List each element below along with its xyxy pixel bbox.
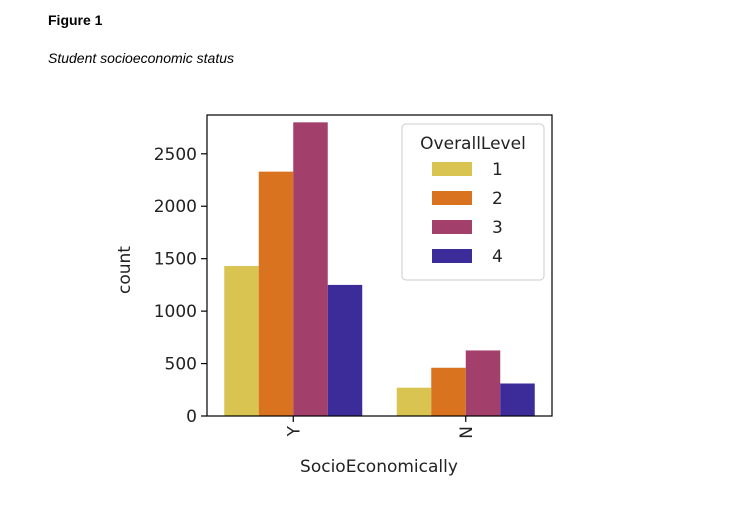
figure-label: Figure 1 <box>48 12 103 28</box>
bar-Y-level-1 <box>224 266 259 416</box>
y-tick-label: 0 <box>186 407 197 427</box>
y-axis: 0 500 1000 1500 2000 2500 <box>154 145 207 427</box>
x-axis-label: SocioEconomically <box>300 457 458 477</box>
figure-caption: Student socioeconomic status <box>48 50 234 66</box>
bar-N-level-3 <box>465 350 501 416</box>
bar-N-level-4 <box>500 383 535 416</box>
legend: OverallLevel 1 2 3 4 <box>401 123 545 281</box>
legend-swatch-level-1 <box>432 162 472 176</box>
bar-N-level-1 <box>396 387 432 416</box>
y-axis-label: count <box>115 246 135 294</box>
legend-items: 1 2 3 4 <box>432 160 503 267</box>
legend-title: OverallLevel <box>420 134 526 154</box>
y-tick-label: 1000 <box>154 302 197 322</box>
bar-Y-level-2 <box>258 171 294 416</box>
bar-Y-level-4 <box>327 284 363 416</box>
y-tick-label: 2000 <box>154 197 197 217</box>
bars-group <box>224 122 535 416</box>
y-tick-label: 1500 <box>154 250 197 270</box>
plot-frame <box>206 114 553 417</box>
bar-Y-level-3 <box>293 122 328 416</box>
legend-label-level-3: 3 <box>492 218 503 238</box>
bar-N-level-2 <box>431 367 466 416</box>
y-tick-label: 2500 <box>154 145 197 165</box>
legend-swatch-level-4 <box>432 249 472 263</box>
x-tick-label-N: N <box>457 426 477 439</box>
y-tick-label: 500 <box>165 355 197 375</box>
legend-swatch-level-3 <box>432 220 472 234</box>
legend-label-level-1: 1 <box>492 160 503 180</box>
x-tick-label-Y: Y <box>284 425 304 437</box>
legend-label-level-2: 2 <box>492 189 503 209</box>
legend-swatch-level-2 <box>432 191 472 205</box>
legend-label-level-4: 4 <box>492 247 503 267</box>
